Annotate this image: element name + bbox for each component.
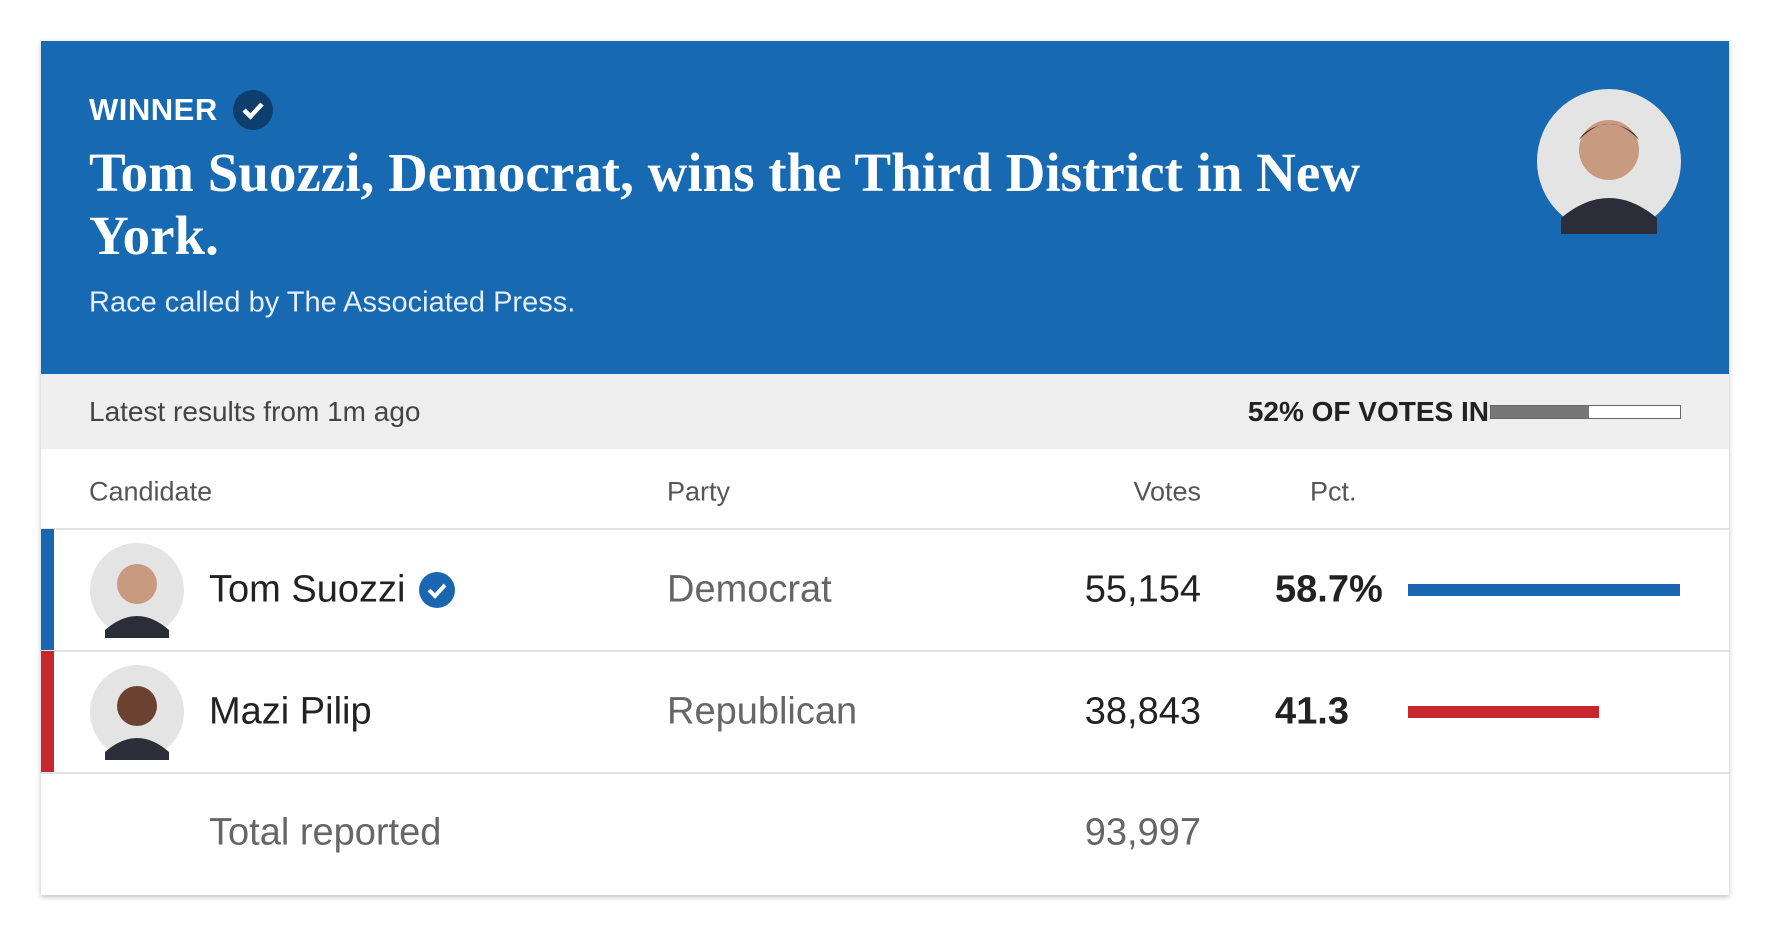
divider <box>41 650 1729 652</box>
candidate-name: Tom Suozzi <box>209 568 406 611</box>
avatar <box>89 664 185 760</box>
reporting-fill <box>1491 406 1590 418</box>
votes: 38,843 <box>1084 690 1201 733</box>
pct-bar <box>1408 706 1600 718</box>
pct-bar <box>1408 584 1680 596</box>
column-header: Party <box>667 476 731 507</box>
updated-text: Latest results from 1m ago <box>89 396 421 427</box>
reporting-track <box>1490 405 1681 419</box>
pct-label: 58.7% <box>1275 568 1383 611</box>
party: Republican <box>667 690 858 733</box>
total-votes: 93,997 <box>1084 811 1201 854</box>
status-bar: Latest results from 1m ago 52% OF VOTES … <box>41 374 1729 449</box>
check-icon <box>419 572 455 608</box>
votes: 55,154 <box>1084 568 1201 611</box>
party-stripe <box>41 529 54 651</box>
headline: Tom Suozzi, Democrat, wins the Third Dis… <box>89 142 1361 266</box>
party-stripe <box>41 651 54 773</box>
avatar-image <box>90 665 184 760</box>
reporting-text: 52% OF VOTES IN <box>1247 396 1489 427</box>
divider <box>41 772 1729 774</box>
avatar <box>89 542 185 638</box>
subtitle: Race called by The Associated Press. <box>89 286 576 319</box>
check-icon <box>233 90 273 130</box>
column-header: Candidate <box>89 476 213 507</box>
column-header: Votes <box>1133 476 1201 507</box>
divider <box>41 528 1729 530</box>
winner-label: WINNER <box>89 92 218 127</box>
candidate-name: Mazi Pilip <box>209 690 372 733</box>
total-label: Total reported <box>209 811 442 854</box>
avatar-image <box>90 543 184 638</box>
party: Democrat <box>667 568 832 611</box>
column-header: Pct. <box>1310 476 1357 507</box>
winner-banner: WINNER Tom Suozzi, Democrat, wins the Th… <box>41 41 1729 374</box>
pct-label: 41.3 <box>1275 690 1349 733</box>
winner-photo <box>1537 89 1681 234</box>
results-card: WINNER Tom Suozzi, Democrat, wins the Th… <box>41 41 1729 895</box>
